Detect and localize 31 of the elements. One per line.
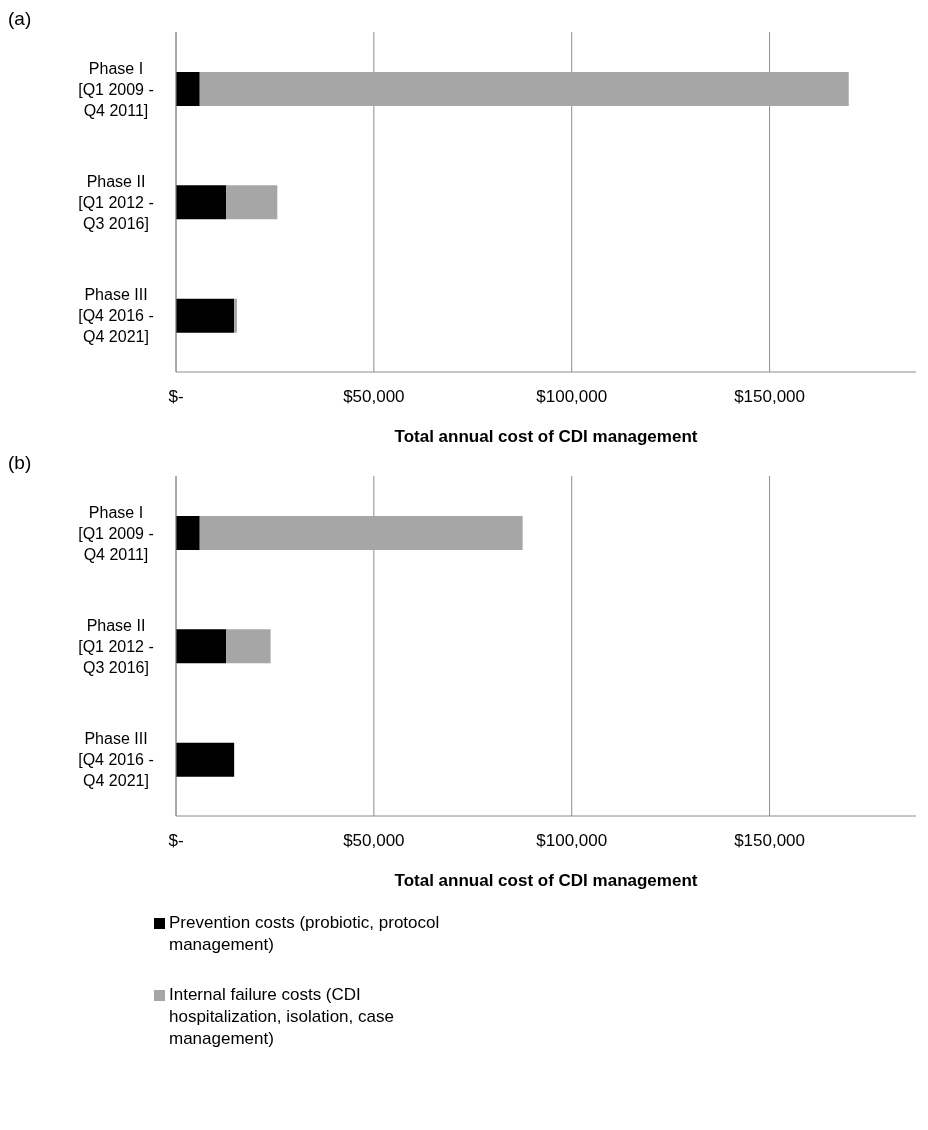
- y-tick-label: Phase II [Q1 2012 - Q3 2016]: [78, 172, 154, 232]
- x-tick-label: $150,000: [734, 831, 806, 851]
- text: (b): [8, 452, 33, 475]
- text: (a): [8, 8, 33, 31]
- y-tick-label: Phase I [Q1 2009 - Q4 2011]: [78, 59, 154, 119]
- bar: [199, 516, 523, 550]
- y-tick-label: Phase III [Q4 2016 - Q4 2021]: [78, 729, 154, 789]
- bar: [176, 742, 235, 777]
- x-tick-label: $50,000: [343, 831, 405, 851]
- bar: [226, 629, 271, 664]
- bar: [234, 298, 237, 333]
- bar: [226, 185, 278, 220]
- bar: [176, 516, 200, 550]
- x-tick-label: $-: [168, 831, 184, 851]
- x-tick-label: $-: [168, 387, 184, 407]
- bar: [176, 185, 227, 220]
- bar: [176, 72, 200, 106]
- x-tick-label: $50,000: [343, 387, 405, 407]
- y-tick-label: Phase III [Q4 2016 - Q4 2021]: [78, 285, 154, 345]
- legend-label: Internal failure costs (CDI hospitalization, isolation, case management): [168, 984, 395, 1050]
- y-tick-label: Phase I [Q1 2009 - Q4 2011]: [78, 503, 154, 563]
- x-tick-label: $100,000: [536, 387, 608, 407]
- x-tick-label: $150,000: [734, 387, 806, 407]
- y-tick-label: Phase II [Q1 2012 - Q3 2016]: [78, 616, 154, 676]
- legend-label: Prevention costs (probiotic, protocol management): [168, 912, 441, 956]
- x-axis-title: Total annual cost of CDI management: [394, 427, 698, 446]
- bar: [176, 298, 235, 333]
- bar: [199, 72, 849, 106]
- bar: [176, 629, 227, 664]
- x-axis-title: Total annual cost of CDI management: [394, 871, 698, 890]
- x-tick-label: $100,000: [536, 831, 608, 851]
